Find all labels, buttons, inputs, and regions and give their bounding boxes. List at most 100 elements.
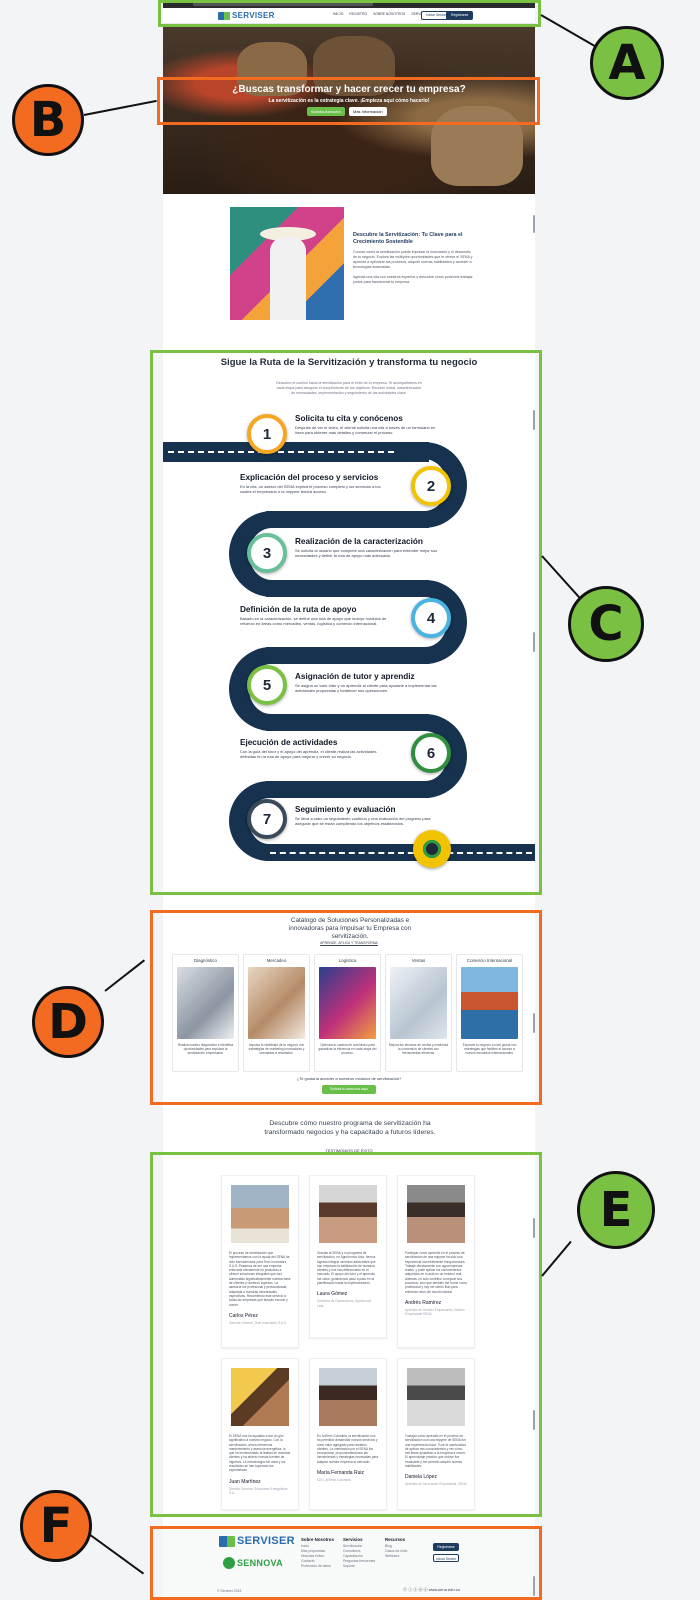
footer-link[interactable]: Preguntas frecuentes [343, 1559, 376, 1563]
avatar [319, 1368, 377, 1426]
step-7-desc: Se lleva a cabo un seguimiento continuo … [295, 816, 431, 826]
footer-link[interactable]: Historias éxitos [301, 1554, 324, 1558]
footer-link[interactable]: Consultoría [343, 1549, 361, 1553]
footer-logo[interactable]: SERVISER [219, 1535, 295, 1547]
annotation-box-b [157, 77, 540, 125]
testimonial-quote: El proceso de servitización que implemen… [229, 1251, 291, 1307]
step-5-desc: Se asigna un tutor líder y un aprendiz a… [295, 683, 437, 693]
step-1-title: Solicita tu cita y conócenos [295, 414, 403, 423]
annotation-box-c [150, 350, 542, 895]
cargo-ship-photo [461, 967, 518, 1039]
nav-link-registro[interactable]: REGISTRO [349, 12, 368, 16]
handshake-photo [390, 967, 447, 1039]
footer-register-button[interactable]: Registrarse [433, 1543, 459, 1551]
register-button[interactable]: Registrarse [446, 11, 474, 20]
annotation-label-d: D [32, 986, 104, 1058]
testimonial-card: El proceso de servitización que implemen… [221, 1175, 299, 1348]
hat-shape [260, 227, 316, 241]
footer-link[interactable]: Soporte [343, 1564, 355, 1568]
testimonial-role: Director General, Soluciones Energéticas… [229, 1486, 288, 1495]
card-text: Realiza nuestro diagnóstico e identifica… [177, 1043, 234, 1056]
address-bar[interactable] [193, 2, 373, 6]
woman-phone-photo [248, 967, 305, 1039]
nav-link-servicios[interactable]: SERVICIOS [411, 12, 429, 16]
card-text: Impulsa la visibilidad de tu negocio con… [248, 1043, 305, 1056]
social-icon-row[interactable]: ⓕ ⓘ ⓨ ⓦ ⓔ [403, 1587, 428, 1592]
request-modules-button[interactable]: Solicita tu asesoría aquí [322, 1085, 376, 1094]
person-shape [270, 237, 306, 320]
testimonial-card: Trabajar como aprendiz en el proceso de … [397, 1358, 475, 1510]
step-4-desc: Basado en la caracterización, se define … [240, 616, 387, 626]
catalog-question: ¿Te gustaría acceder a nuestros módulos … [296, 1076, 402, 1081]
card-diagnostico[interactable]: Diagnóstico Realiza nuestro diagnóstico … [172, 954, 239, 1072]
intro-title: Descubre la Servitización: Tu Clave para… [353, 232, 463, 245]
calculator-photo [177, 967, 234, 1039]
intro-paragraph-2: Agenda una cita con nuestros expertos y … [353, 275, 473, 284]
footer-col-services: Servicios Servitización Consultoría Capa… [343, 1537, 375, 1569]
catalog-link[interactable]: APRENDE, APLICA Y TRANSFORMA [320, 941, 378, 945]
testimonial-role: Aprendiz de Gestión Empresarial, Gestión… [405, 1307, 465, 1317]
footer-link[interactable]: Capacitación [343, 1554, 363, 1558]
footer-link[interactable]: Contacto [301, 1559, 315, 1563]
copyright: © Serviser 2024 [217, 1589, 242, 1593]
footer-link[interactable]: Servitización [343, 1544, 363, 1548]
scrollbar-thumb[interactable] [533, 1576, 535, 1596]
scrollbar-thumb[interactable] [533, 215, 535, 233]
footer-link[interactable]: Casos de éxito [385, 1549, 408, 1553]
scrollbar-thumb[interactable] [533, 1410, 535, 1430]
scrollbar-thumb[interactable] [533, 1013, 535, 1033]
card-comercio-internacional[interactable]: Comercio Internacional Expande tu negoci… [456, 954, 523, 1072]
card-ventas[interactable]: Ventas Mejora tus técnicas de ventas y m… [385, 954, 452, 1072]
footer-link[interactable]: Webinars [385, 1554, 400, 1558]
step-3-badge: 3 [247, 533, 287, 573]
card-mercadeo[interactable]: Mercadeo Impulsa la visibilidad de tu ne… [243, 954, 310, 1072]
social-icons[interactable]: ⓕ ⓘ ⓨ ⓦ ⓔ www.sena.edu.co [403, 1587, 460, 1593]
card-label: Ventas [411, 958, 426, 963]
footer-link[interactable]: Protección de datos [301, 1564, 331, 1568]
step-1-desc: Después de ver el video, el cliente soli… [295, 425, 436, 435]
testimonial-name: Juan Martínez [229, 1478, 261, 1485]
logo-icon [218, 11, 230, 20]
top-navbar: SERVISER INICIO REGISTRO SOBRE NOSOTROS … [163, 8, 535, 24]
sennova-logo: SENNOVA [223, 1557, 283, 1569]
coffee-sack-image [431, 106, 523, 186]
scrollbar-thumb[interactable] [533, 1218, 535, 1238]
testimonial-role: Aprendiz de Innovación Empresarial, SENA [405, 1482, 467, 1487]
scrollbar-thumb[interactable] [533, 632, 535, 652]
step-6-desc: Con la guía del tutor y el apoyo del apr… [240, 749, 377, 759]
step-2-desc: En la cita, un asesor del SENA explica e… [240, 484, 381, 494]
testimonials-link[interactable]: TESTIMONIOS DE ÉXITO [325, 1148, 373, 1153]
route-title: Sigue la Ruta de la Servitización y tran… [220, 357, 478, 368]
step-5-badge: 5 [247, 665, 287, 705]
testimonial-role: Directora de Operaciones, AgroInnova Ltd… [317, 1299, 372, 1308]
step-4-title: Definición de la ruta de apoyo [240, 605, 357, 614]
annotation-box-d [150, 910, 542, 1105]
annotation-label-e: E [577, 1171, 655, 1249]
sennova-name: SENNOVA [237, 1558, 283, 1568]
footer-login-button[interactable]: Iniciar Sesión [433, 1554, 459, 1562]
nav-link-inicio[interactable]: INICIO [333, 12, 344, 16]
catalog-title: Catálogo de Soluciones Personalizadas e … [288, 917, 412, 940]
request-advice-button[interactable]: Solicita Asesoría [307, 107, 345, 116]
nav-link-sobre-nosotros[interactable]: SOBRE NOSOTROS [373, 12, 406, 16]
testimonial-name: María Fernanda Ruiz [317, 1470, 364, 1477]
scrollbar-thumb[interactable] [533, 410, 535, 430]
card-logistica[interactable]: Logística Optimiza tu cadena de suminist… [314, 954, 381, 1072]
footer-col-about: Sobre Nosotros Inicio Más propuestas His… [301, 1537, 334, 1569]
footer-col-title: Sobre Nosotros [301, 1537, 334, 1542]
footer-url[interactable]: www.sena.edu.co [428, 1587, 460, 1592]
footer-link[interactable]: Blog [385, 1544, 392, 1548]
footer-link[interactable]: Inicio [301, 1544, 309, 1548]
annotation-box-a [158, 0, 541, 27]
more-info-button[interactable]: Más Información [349, 107, 387, 116]
testimonial-card: El SENA nos ha ayudado a dar un giro sig… [221, 1358, 299, 1510]
card-text: Optimiza tu cadena de suministro para ga… [318, 1043, 377, 1056]
card-text: Expande tu negocio a nivel global con es… [462, 1043, 517, 1056]
brand-logo[interactable]: SERVISER [218, 11, 275, 20]
step-6-badge: 6 [411, 733, 451, 773]
footer-link[interactable]: Más propuestas [301, 1549, 326, 1553]
intro-paragraph: Conoce cómo la servitización puede impul… [353, 250, 473, 269]
testimonial-quote: Trabajar como aprendiz en el proceso de … [405, 1434, 466, 1469]
avatar [319, 1185, 377, 1243]
annotation-label-c: C [568, 586, 644, 662]
